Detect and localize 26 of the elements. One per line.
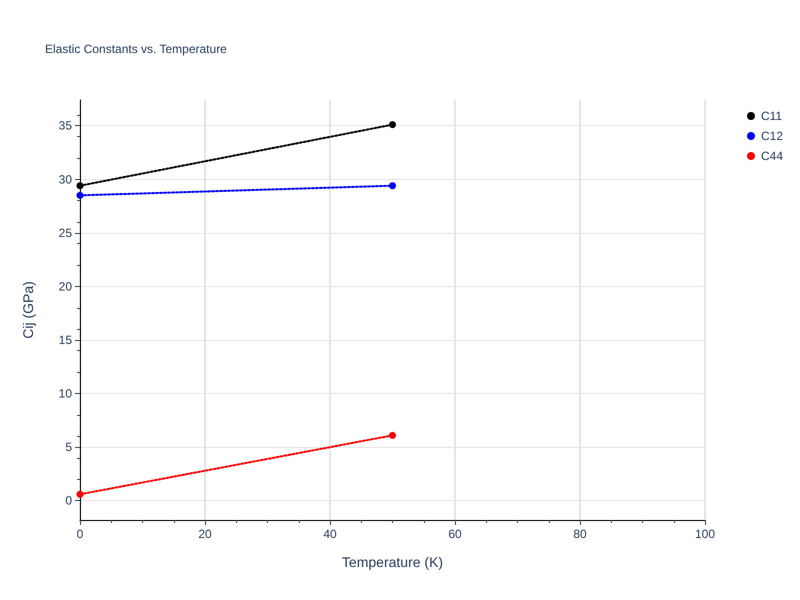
point: [389, 121, 396, 128]
y-tick-label: 0: [65, 494, 72, 508]
y-tick-label: 35: [58, 118, 72, 133]
y-axis-title: Cij (GPa): [20, 281, 36, 339]
point: [389, 182, 396, 190]
legend-label: C11: [760, 109, 782, 123]
chart-title: Elastic Constants vs. Temperature: [45, 42, 228, 56]
point: [76, 490, 84, 498]
y-tick-label: 5: [65, 440, 72, 454]
point: [389, 432, 396, 439]
x-tick-label: 40: [323, 527, 337, 541]
point: [76, 192, 84, 199]
x-tick-label: 0: [76, 527, 84, 541]
legend-label: C12: [760, 129, 784, 143]
legend-label: C44: [760, 149, 784, 163]
x-tick-label: 80: [573, 527, 587, 541]
x-axis-title: Temperature (K): [342, 554, 444, 570]
point: [76, 182, 84, 190]
y-tick-label: 10: [58, 386, 72, 401]
x-tick-label: 20: [198, 527, 212, 541]
y-tick-label: 15: [58, 333, 72, 347]
x-tick-label: 100: [694, 527, 716, 541]
y-tick-label: 20: [58, 279, 72, 294]
x-tick-label: 60: [448, 527, 462, 541]
y-tick-label: 25: [58, 226, 72, 240]
y-tick-label: 30: [58, 172, 72, 186]
